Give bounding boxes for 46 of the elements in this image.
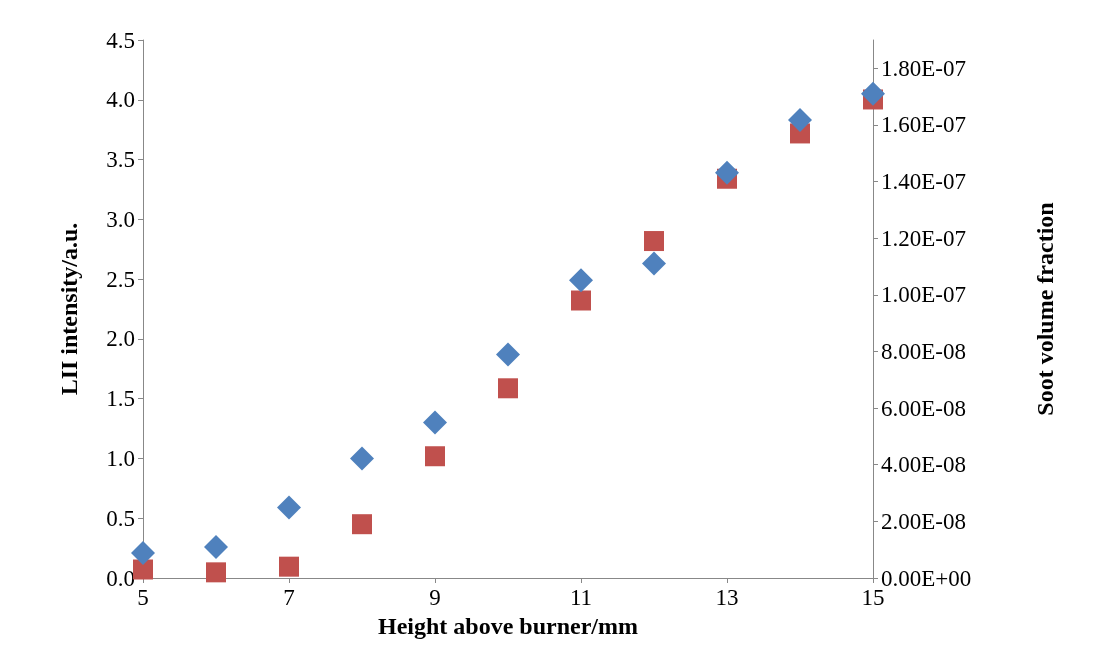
y-tick-label: 3.0	[106, 206, 135, 232]
y-tick-label: 0.0	[106, 565, 135, 591]
y2-tick-label: 6.00E-08	[881, 395, 966, 421]
point	[861, 81, 885, 106]
point	[571, 290, 591, 311]
y2-tick-label: 2.00E-08	[881, 508, 966, 534]
y-tick-label: 4.5	[106, 27, 135, 53]
point	[277, 495, 301, 520]
point	[204, 534, 228, 559]
point	[642, 251, 666, 276]
y2-tick-label: 1.00E-07	[881, 282, 966, 308]
point	[569, 268, 593, 293]
y2-axis-title: Soot volume fraction	[1032, 202, 1058, 416]
y-tick-label: 4.0	[106, 87, 135, 113]
point	[425, 446, 445, 467]
y2-tick-label: 1.20E-07	[881, 225, 966, 251]
point	[498, 378, 518, 399]
point	[131, 540, 155, 565]
y-tick-label: 2.0	[106, 326, 135, 352]
point	[496, 342, 520, 367]
y-tick-label: 3.5	[106, 147, 135, 173]
x-axis-title: Height above burner/mm	[378, 612, 638, 639]
y-axis-title: LII intensity/a.u.	[56, 222, 82, 396]
y2-tick-label: 1.80E-07	[881, 55, 966, 81]
x-tick-label: 7	[283, 585, 295, 610]
y-tick-label: 1.5	[106, 386, 135, 412]
point	[206, 562, 226, 583]
point	[133, 559, 153, 580]
y-tick-label: 0.5	[106, 505, 135, 531]
x-tick-label: 11	[569, 585, 593, 610]
y-tick-label: 2.5	[106, 266, 135, 292]
y2-tick-label: 4.00E-08	[881, 452, 966, 478]
point	[644, 231, 664, 252]
point	[350, 446, 374, 471]
x-tick-label: 9	[429, 585, 441, 610]
y2-tick-label: 1.40E-07	[881, 169, 966, 195]
y2-tick-label: 8.00E-08	[881, 338, 966, 364]
y2-tick-label: 1.60E-07	[881, 112, 966, 138]
y-tick-label: 1.0	[106, 445, 135, 471]
point	[352, 514, 372, 535]
point	[423, 410, 447, 435]
point	[715, 160, 739, 185]
x-tick-label: 13	[715, 585, 739, 610]
point	[279, 556, 299, 577]
point	[788, 108, 812, 133]
x-tick-label: 5	[137, 585, 149, 610]
